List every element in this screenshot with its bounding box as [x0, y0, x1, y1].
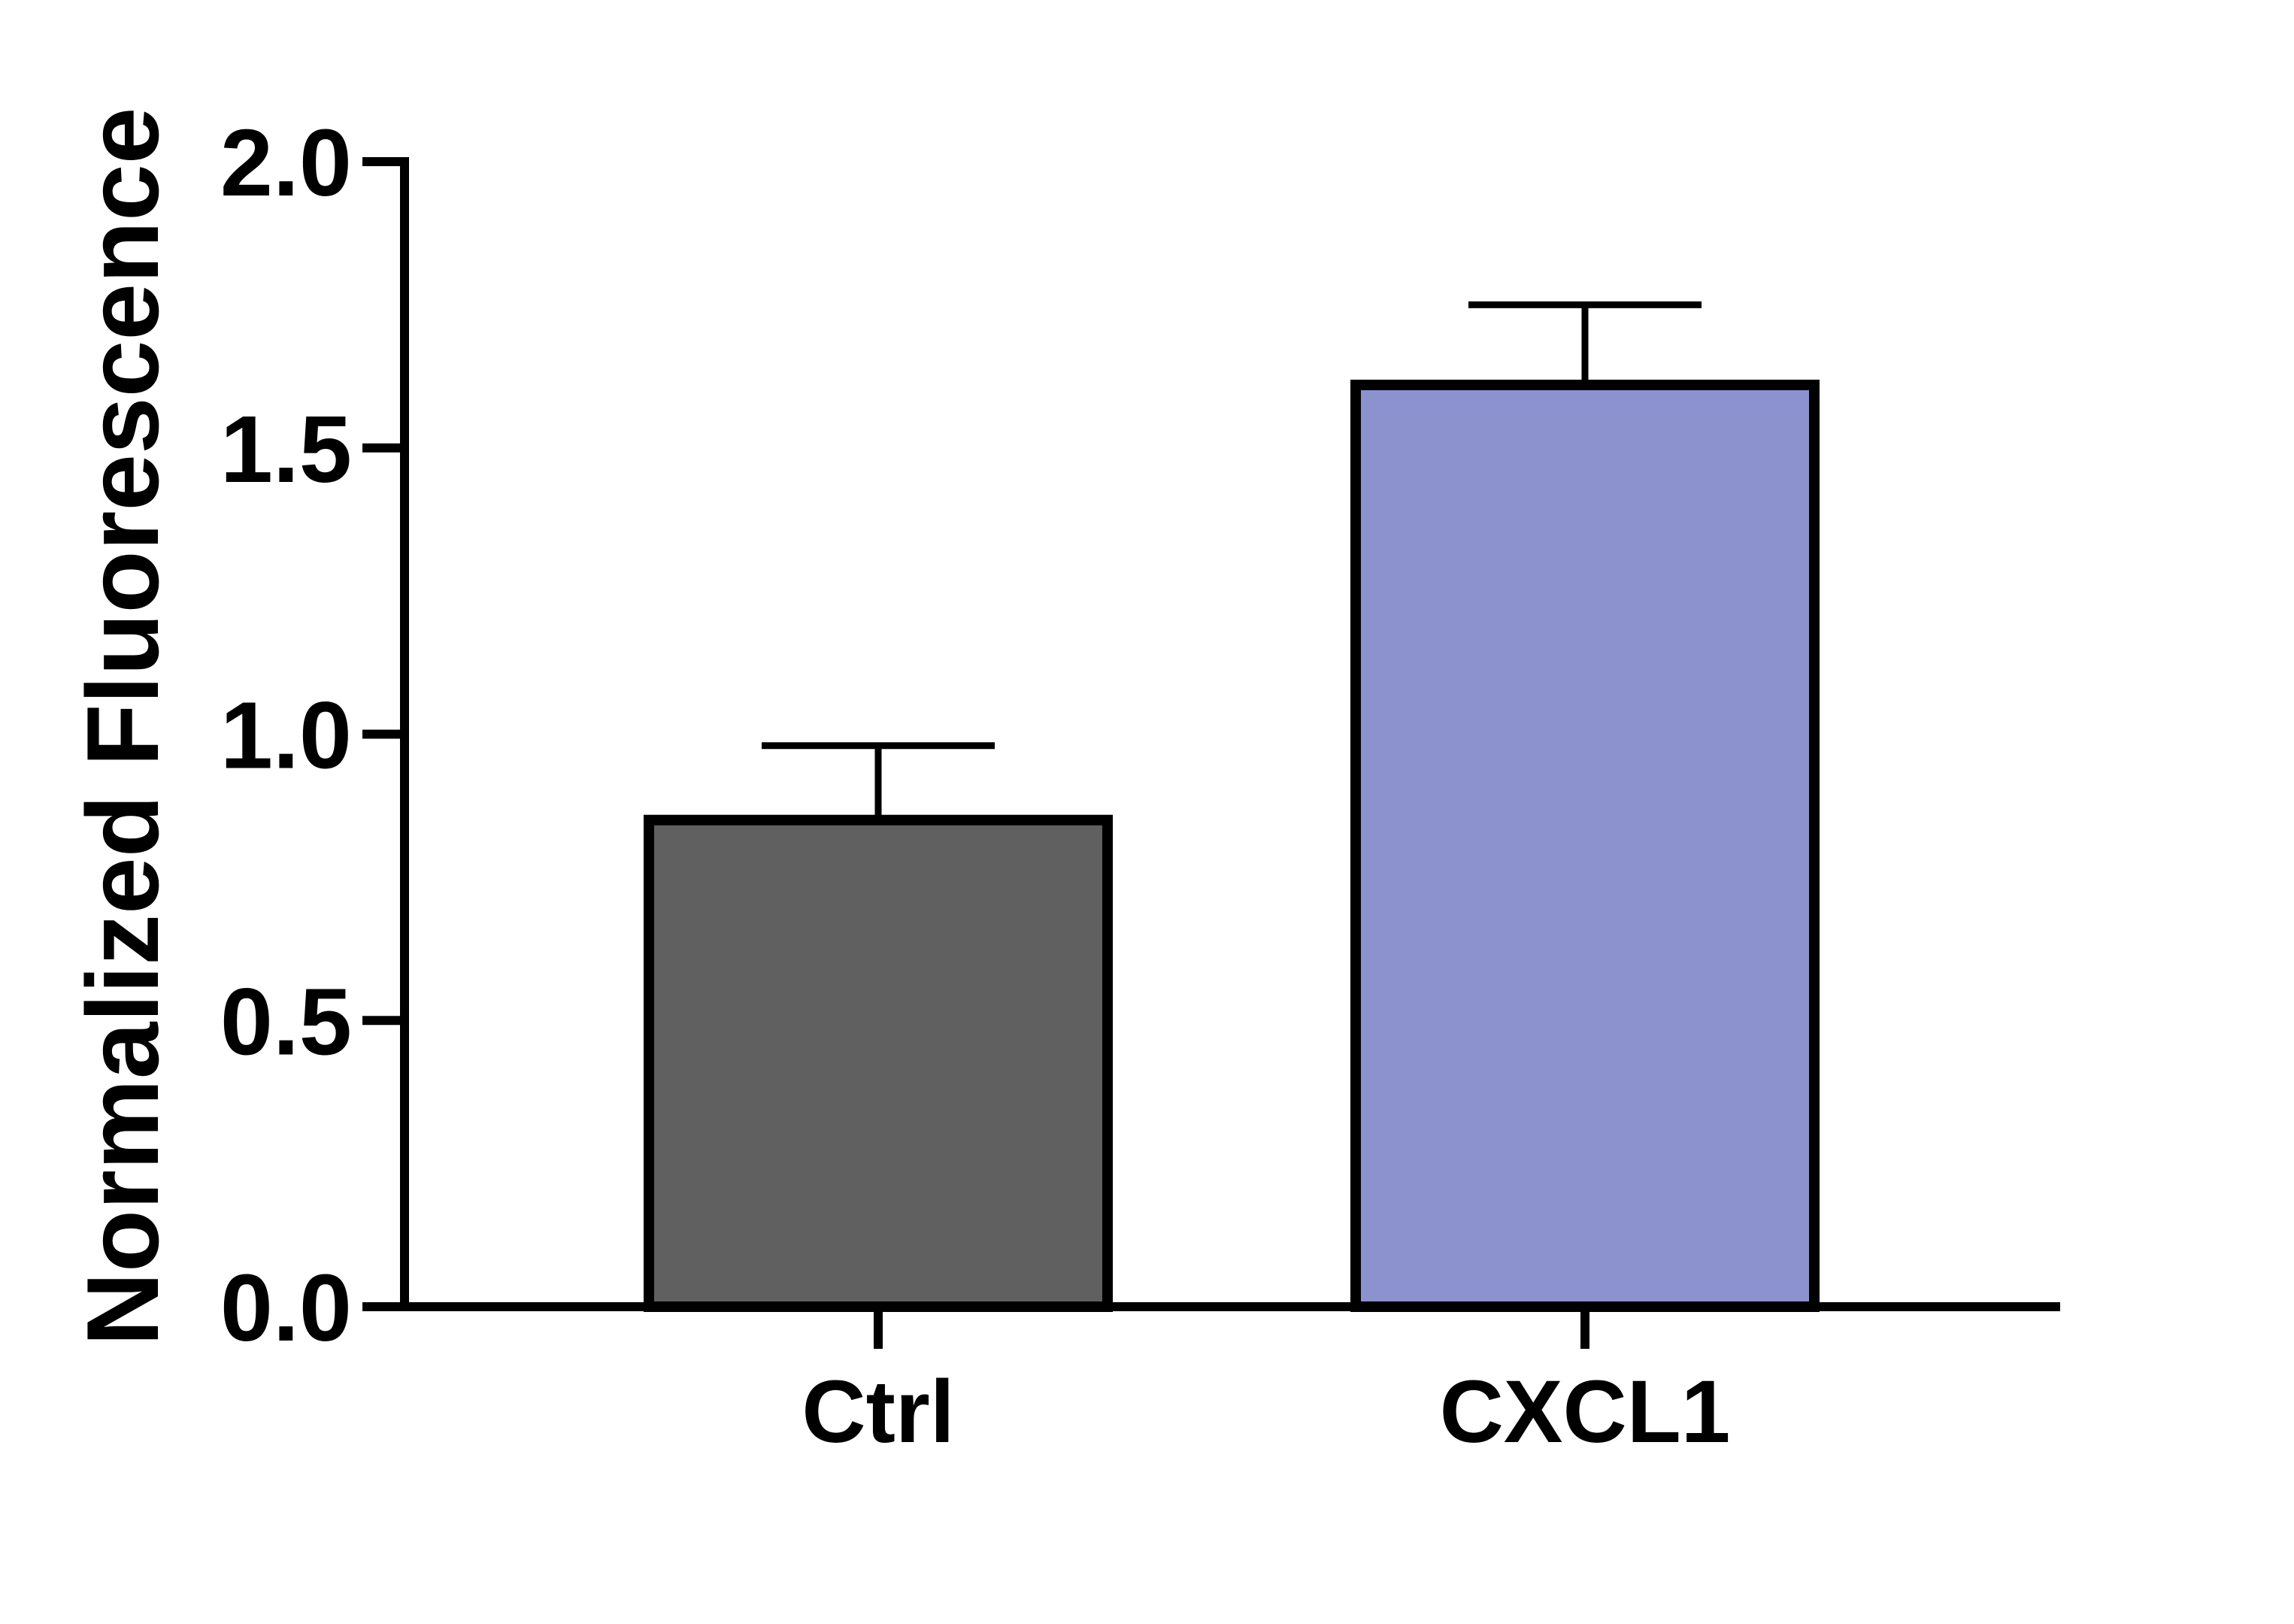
- x-tick-label: CXCL1: [1440, 1362, 1731, 1462]
- bar-group-ctrl: [644, 742, 1113, 1312]
- bar: [1350, 379, 1820, 1312]
- y-tick-label: 0.5: [220, 968, 352, 1074]
- y-tick-label: 1.5: [220, 396, 352, 502]
- y-axis-title: Normalized Fluorescence: [65, 108, 180, 1347]
- x-ticks: Ctrl CXCL1: [802, 1307, 1730, 1462]
- bar: [644, 814, 1113, 1312]
- bar-group-cxcl1: [1350, 301, 1820, 1312]
- y-tick-label: 2.0: [220, 110, 352, 216]
- y-ticks: 0.0 0.5 1.0 1.5 2.0: [220, 110, 405, 1361]
- y-tick-label: 0.0: [220, 1255, 352, 1361]
- x-tick-label: Ctrl: [802, 1362, 954, 1462]
- y-tick-label: 1.0: [220, 683, 352, 789]
